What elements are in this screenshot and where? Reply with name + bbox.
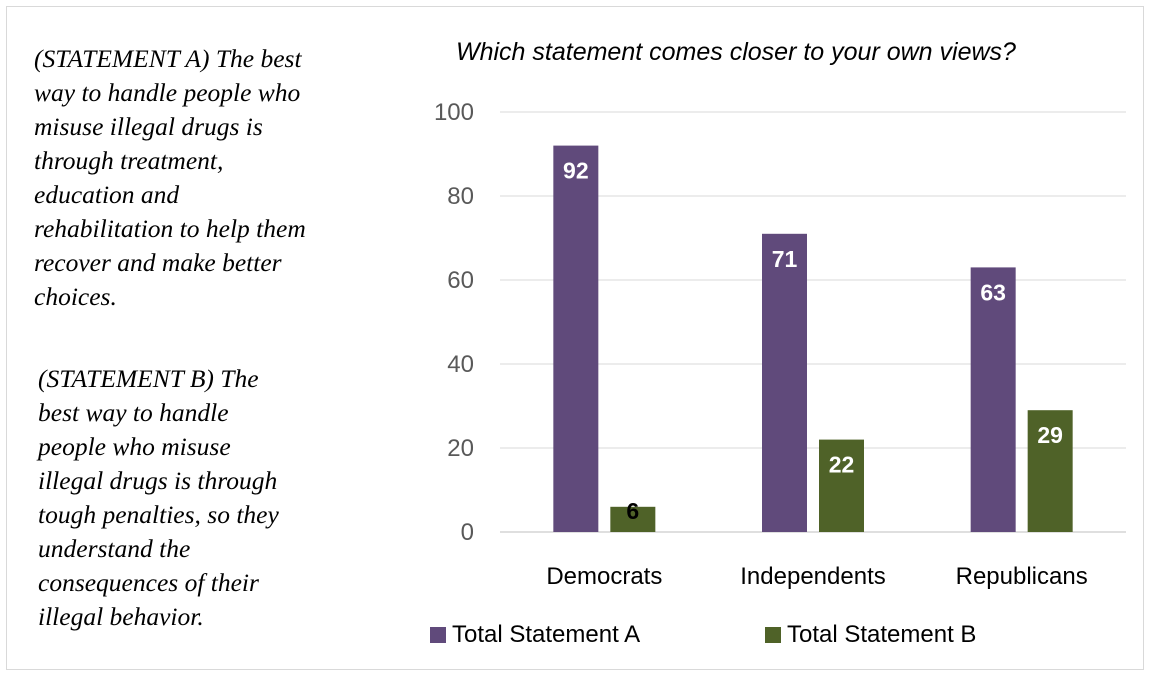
bar-statement-b [819,439,864,532]
y-tick-label: 0 [461,519,474,546]
data-label: 63 [980,279,1006,305]
legend-item-statement-b: Total Statement B [765,621,976,649]
data-label: 22 [829,452,855,478]
chart-title: Which statement comes closer to your own… [456,38,1016,66]
legend-item-statement-a: Total Statement A [430,621,640,649]
statement-b-text: (STATEMENT B) The best way to handle peo… [38,364,279,631]
y-tick-label: 60 [447,267,474,294]
legend-label-statement-b: Total Statement B [787,621,977,648]
y-tick-label: 100 [434,99,474,126]
data-label: 29 [1037,422,1063,448]
bar-statement-b [1027,410,1073,532]
data-label: 71 [772,246,798,272]
bar-statement-a [762,233,807,533]
statement-a-text: (STATEMENT A) The best way to handle peo… [34,44,306,311]
data-label: 92 [563,158,589,184]
legend-label-statement-a: Total Statement A [452,621,641,648]
legend-swatch-statement-a [430,627,446,643]
bar-statement-b [610,506,656,532]
y-tick-label: 40 [447,351,474,378]
y-tick-label: 80 [447,183,474,210]
bar-statement-a [970,267,1016,532]
data-label: 6 [626,498,639,524]
x-tick-label: Independents [740,563,885,590]
legend-swatch-statement-b [765,627,781,643]
y-tick-label: 20 [447,435,474,462]
bar-statement-a [553,145,599,532]
x-tick-label: Republicans [956,563,1088,590]
x-tick-label: Democrats [546,563,662,590]
